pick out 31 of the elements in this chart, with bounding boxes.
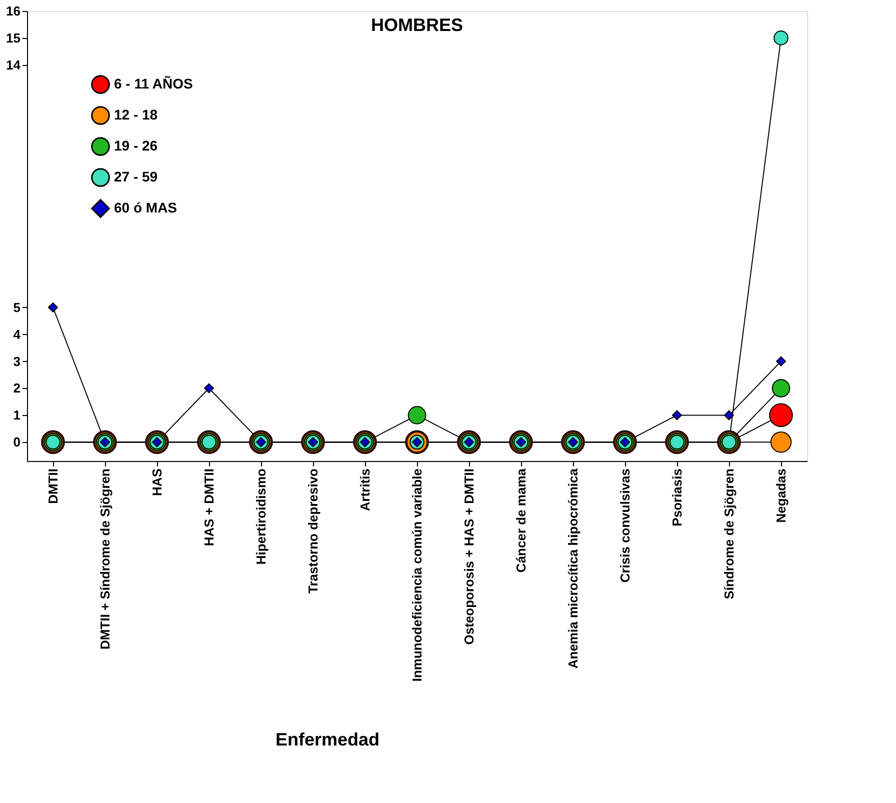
y-tick-label: 1 [13, 408, 20, 423]
x-tick-label: DMTII + Síndrome de Sjögren [98, 468, 112, 650]
x-axis-title: Enfermedad [275, 730, 380, 750]
x-tick-label: Trastorno depresivo [306, 468, 320, 594]
y-tick-label: 2 [13, 380, 20, 396]
legend-label: 27 - 59 [114, 168, 158, 184]
y-tick-label: 14 [6, 57, 22, 72]
y-tick-label: 5 [13, 300, 20, 315]
legend-label: 12 - 18 [114, 106, 158, 122]
y-tick-label: 0 [13, 434, 20, 450]
x-tick-label: Osteoporosis + HAS + DMTII [462, 468, 476, 645]
y-tick-label: 16 [6, 4, 20, 18]
chart-title: HOMBRES [370, 15, 464, 35]
x-tick-label: Anemia microcítica hipocrómica [566, 468, 580, 669]
x-tick-label: Inmunodeficiencia común variable [410, 468, 424, 682]
y-tick-label: 3 [13, 354, 20, 369]
x-tick-label: Crisis convulsivas [618, 468, 632, 583]
y-tick-label: 4 [13, 326, 22, 342]
legend-label: 19 - 26 [114, 138, 158, 154]
x-tick-label: Cáncer de mama [514, 468, 528, 573]
x-tick-label: DMTII [46, 468, 60, 504]
x-tick-label: Negadas [774, 468, 788, 523]
x-tick-label: Hipertiroidismo [254, 468, 268, 565]
x-tick-label: HAS [150, 468, 164, 496]
x-tick-label: Psoriasis [670, 468, 684, 526]
legend-label: 6 - 11 AÑOS [114, 76, 193, 92]
x-tick-label: HAS + DMTII [202, 468, 216, 546]
x-tick-label: Artritis [358, 468, 372, 512]
legend-label: 60 ó MAS [114, 200, 178, 216]
y-tick-label: 15 [6, 30, 20, 46]
x-tick-label: Síndrome de Sjögren [722, 468, 736, 600]
